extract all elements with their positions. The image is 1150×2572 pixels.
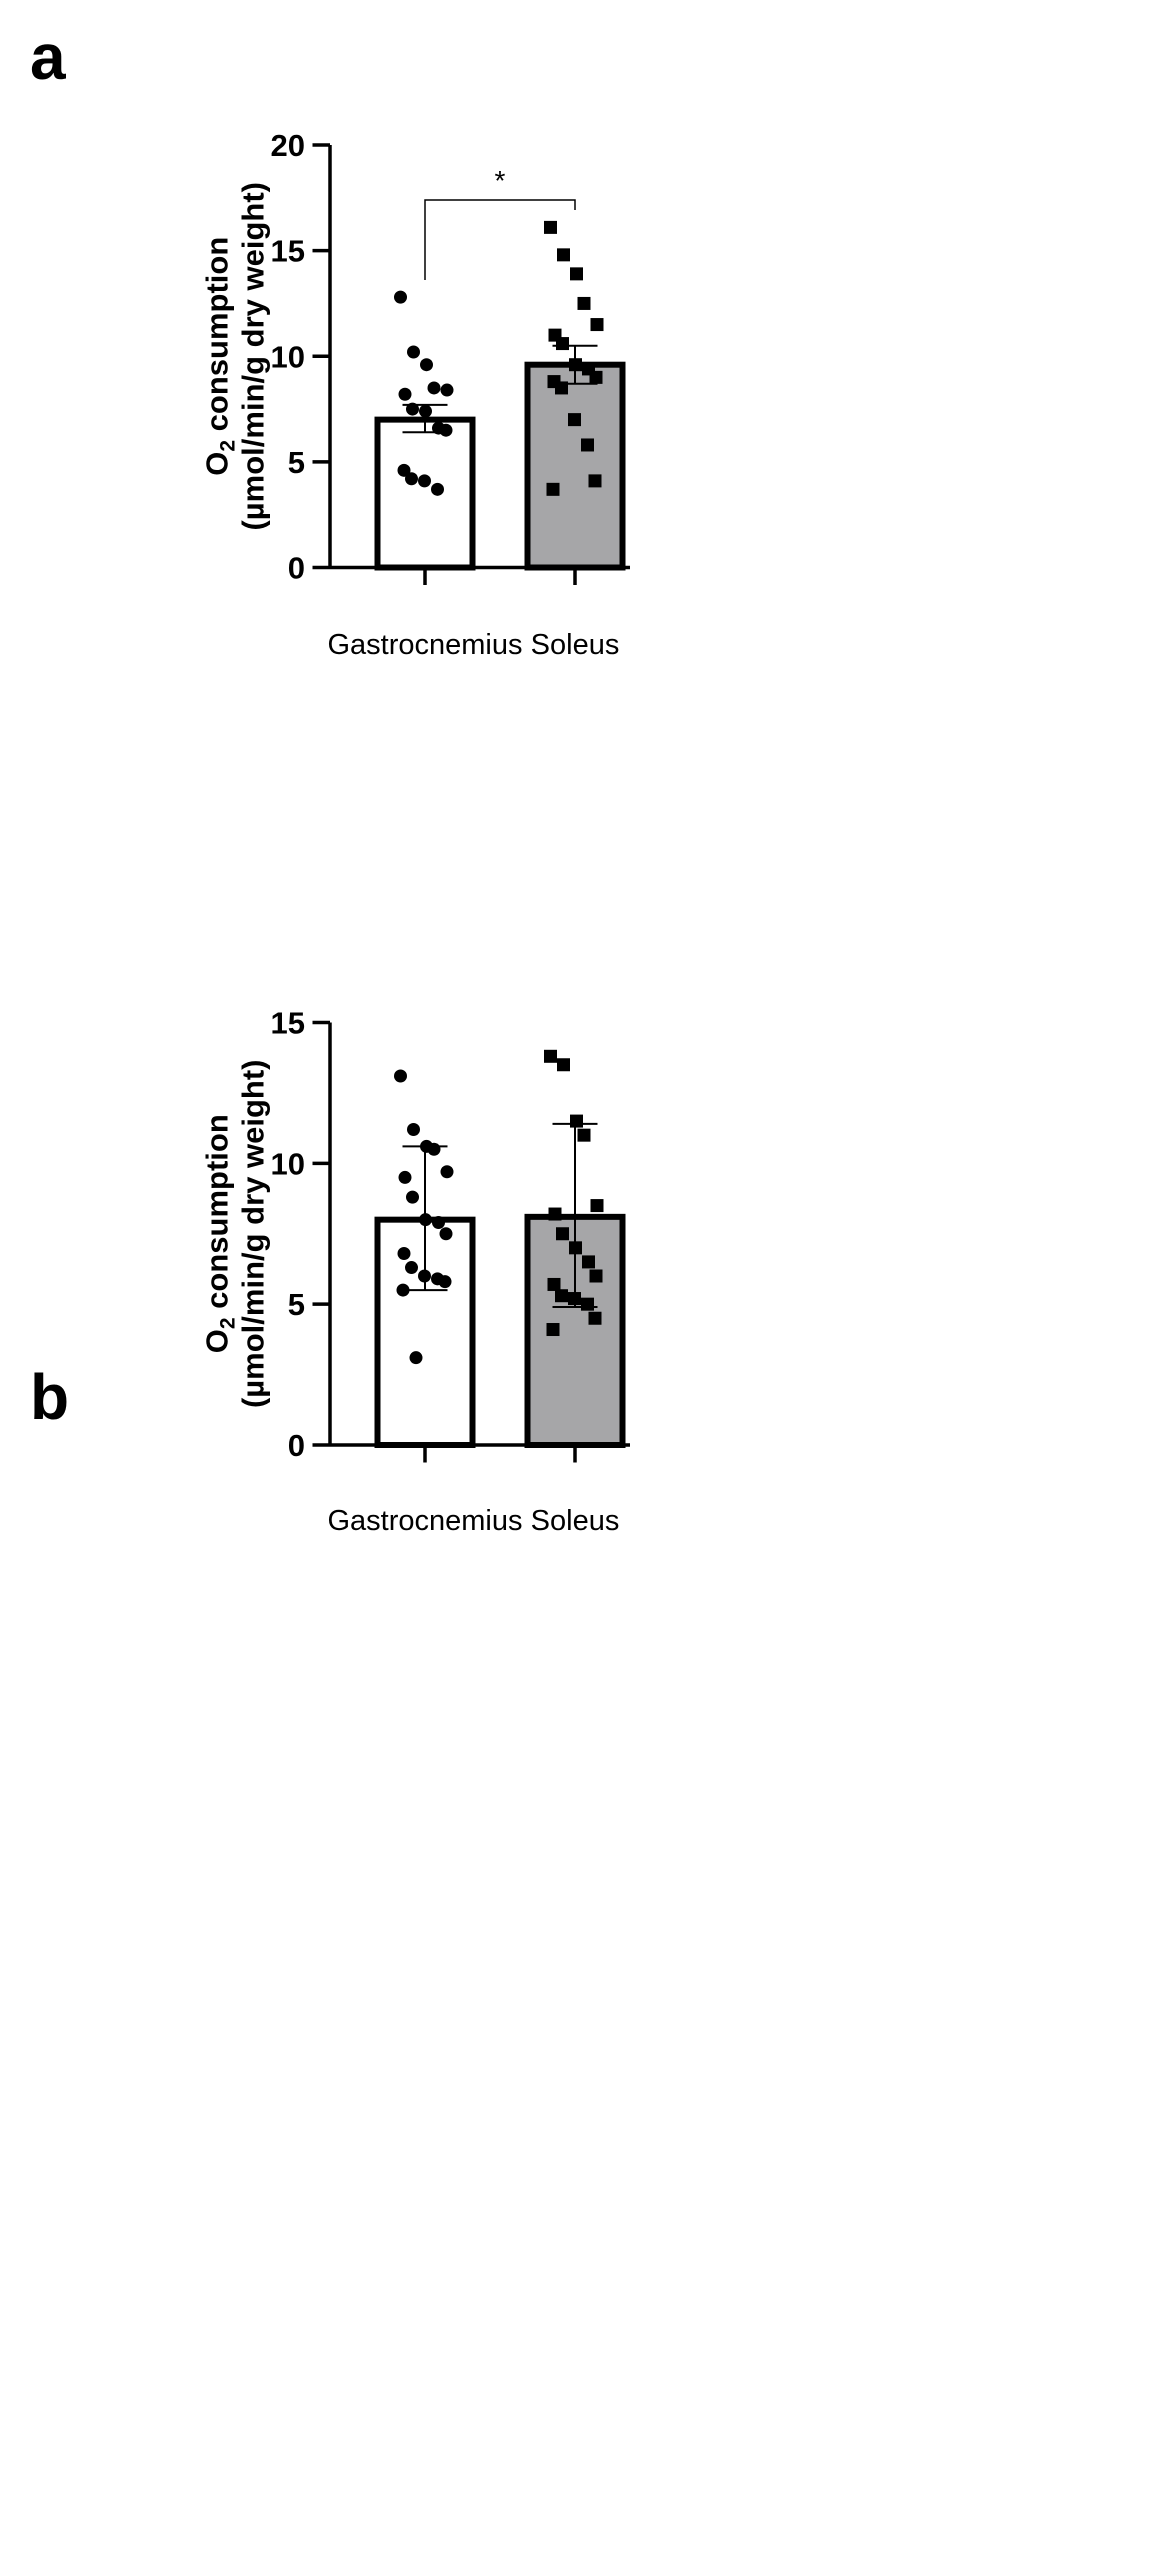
data-point-0-10 <box>397 463 411 477</box>
panel-letter-a: a <box>30 21 66 93</box>
y-axis-label-o: O <box>200 1329 235 1353</box>
significance-star: * <box>495 165 506 196</box>
data-point-0-5 <box>398 387 412 401</box>
y-axis-label-o: O <box>200 452 235 476</box>
category-label-1: Soleus <box>531 1505 620 1537</box>
y-axis-label-line1: O2 consumption <box>200 237 240 476</box>
data-point-0-1 <box>407 345 420 359</box>
bar-0 <box>374 416 476 571</box>
data-point-0-0 <box>394 290 407 304</box>
data-point-1-14 <box>588 1311 602 1325</box>
data-point-0-9 <box>439 1227 453 1241</box>
data-point-1-11 <box>555 1289 568 1303</box>
data-point-1-2 <box>570 267 583 281</box>
data-point-0-4 <box>440 383 454 397</box>
data-point-1-15 <box>546 1323 560 1337</box>
data-point-0-6 <box>406 1190 419 1204</box>
data-point-1-12 <box>568 413 581 427</box>
data-point-0-13 <box>431 482 444 496</box>
y-tick-label-3: 15 <box>271 234 305 269</box>
data-point-1-9 <box>589 370 603 384</box>
category-label-0: Gastrocnemius <box>327 629 522 661</box>
y-axis-label-line2: (µmol/min/g dry weight) <box>236 182 271 531</box>
data-point-1-13 <box>581 1297 594 1311</box>
data-point-0-0 <box>394 1069 407 1083</box>
data-point-1-0 <box>544 220 557 234</box>
data-point-0-14 <box>438 1275 452 1289</box>
data-point-0-11 <box>405 472 418 486</box>
data-point-1-10 <box>547 1277 561 1291</box>
data-point-1-1 <box>557 248 570 262</box>
data-point-0-10 <box>397 1246 411 1260</box>
data-point-1-13 <box>581 438 594 452</box>
y-axis-label-line1: O2 consumption <box>200 1114 240 1353</box>
y-tick-label-2: 10 <box>271 339 305 374</box>
category-label-0: Gastrocnemius <box>327 1505 522 1537</box>
y-axis-label-subscript: 2 <box>217 1317 240 1329</box>
data-point-1-2 <box>570 1114 583 1128</box>
y-axis-label-consumption: consumption <box>200 1114 235 1317</box>
y-tick-label-3: 15 <box>271 1006 305 1041</box>
data-point-0-1 <box>407 1123 420 1137</box>
data-point-1-4 <box>590 318 604 332</box>
panel-letter-b: b <box>30 1361 70 1433</box>
data-point-1-6 <box>556 337 569 351</box>
data-point-1-1 <box>557 1058 570 1072</box>
y-tick-label-0: 0 <box>288 551 305 586</box>
data-point-1-14 <box>588 474 602 488</box>
y-tick-label-0: 0 <box>288 1428 305 1463</box>
data-point-0-3 <box>427 381 441 395</box>
y-tick-label-1: 5 <box>288 1287 305 1322</box>
data-point-1-3 <box>577 1128 591 1142</box>
data-point-0-2 <box>420 358 433 372</box>
data-point-1-5 <box>548 1207 562 1221</box>
data-point-1-0 <box>544 1049 557 1063</box>
data-point-0-12 <box>418 474 431 488</box>
data-point-0-8 <box>432 1215 445 1229</box>
data-point-0-3 <box>427 1142 441 1156</box>
y-axis-label-consumption: consumption <box>200 237 235 440</box>
y-tick-label-1: 5 <box>288 445 305 480</box>
data-point-1-3 <box>577 296 591 310</box>
y-axis-label-line2: (µmol/min/g dry weight) <box>236 1059 271 1408</box>
chart-panel-b: 0 5 10 15 Gastrocnemius Soleus O2 consumption(… <box>200 1006 630 1537</box>
data-point-1-4 <box>590 1199 604 1213</box>
data-point-1-9 <box>589 1269 603 1283</box>
bar-1 <box>524 361 626 571</box>
data-point-1-15 <box>546 482 560 496</box>
y-tick-label-4: 20 <box>271 128 305 163</box>
data-point-0-16 <box>409 1351 423 1365</box>
y-tick-label-2: 10 <box>271 1146 305 1181</box>
data-point-0-4 <box>440 1165 454 1179</box>
data-point-1-6 <box>556 1227 569 1241</box>
data-point-0-5 <box>398 1170 412 1184</box>
data-point-0-11 <box>405 1261 418 1275</box>
chart-panel-a: 0 5 10 15 20 Gastrocnemius Soleus O2 consumptio… <box>200 128 630 661</box>
data-point-1-8 <box>582 1255 595 1269</box>
category-label-1: Soleus <box>531 629 620 661</box>
significance-bracket <box>424 199 576 280</box>
data-point-0-9 <box>439 423 453 437</box>
y-axis-label-subscript: 2 <box>217 440 240 452</box>
